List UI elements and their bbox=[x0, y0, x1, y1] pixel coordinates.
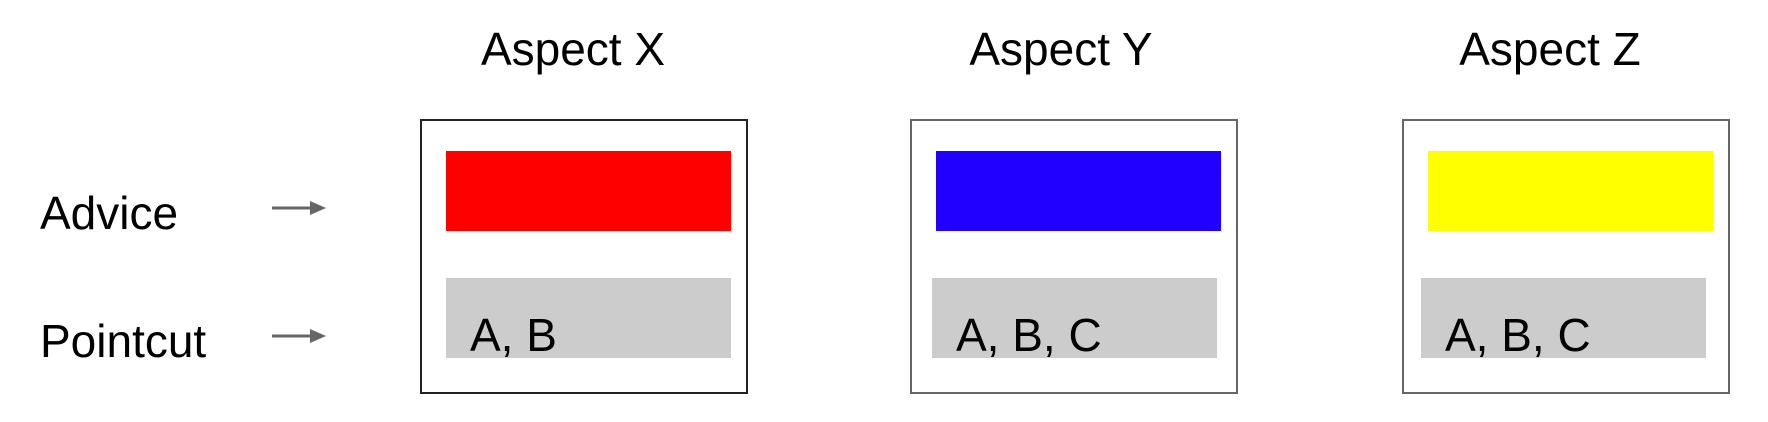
aspect-y-pointcut-text: A, B, C bbox=[956, 309, 1102, 361]
aspect-y-pointcut-bar: A, B, C bbox=[932, 278, 1217, 358]
aspect-y-advice-bar bbox=[936, 151, 1221, 231]
aspect-z-pointcut-text: A, B, C bbox=[1445, 309, 1591, 361]
aspect-x-pointcut-bar: A, B bbox=[446, 278, 731, 358]
aspect-z-pointcut-bar: A, B, C bbox=[1421, 278, 1706, 358]
aspect-x-box: A, B bbox=[420, 119, 748, 394]
pointcut-row-label: Pointcut bbox=[40, 315, 207, 367]
advice-row-label: Advice bbox=[40, 187, 179, 239]
aspect-z-box: A, B, C bbox=[1402, 119, 1730, 394]
advice-arrow-icon bbox=[272, 201, 326, 215]
aspect-z-advice-bar bbox=[1428, 151, 1713, 231]
aspect-x-advice-bar bbox=[446, 151, 731, 231]
pointcut-arrow-icon bbox=[272, 329, 326, 343]
aspect-y-box: A, B, C bbox=[910, 119, 1238, 394]
aspect-x-pointcut-text: A, B bbox=[470, 309, 557, 361]
aspect-z-title: Aspect Z bbox=[1459, 23, 1641, 75]
aspect-x-title: Aspect X bbox=[480, 23, 666, 75]
aspect-y-title: Aspect Y bbox=[969, 23, 1153, 75]
